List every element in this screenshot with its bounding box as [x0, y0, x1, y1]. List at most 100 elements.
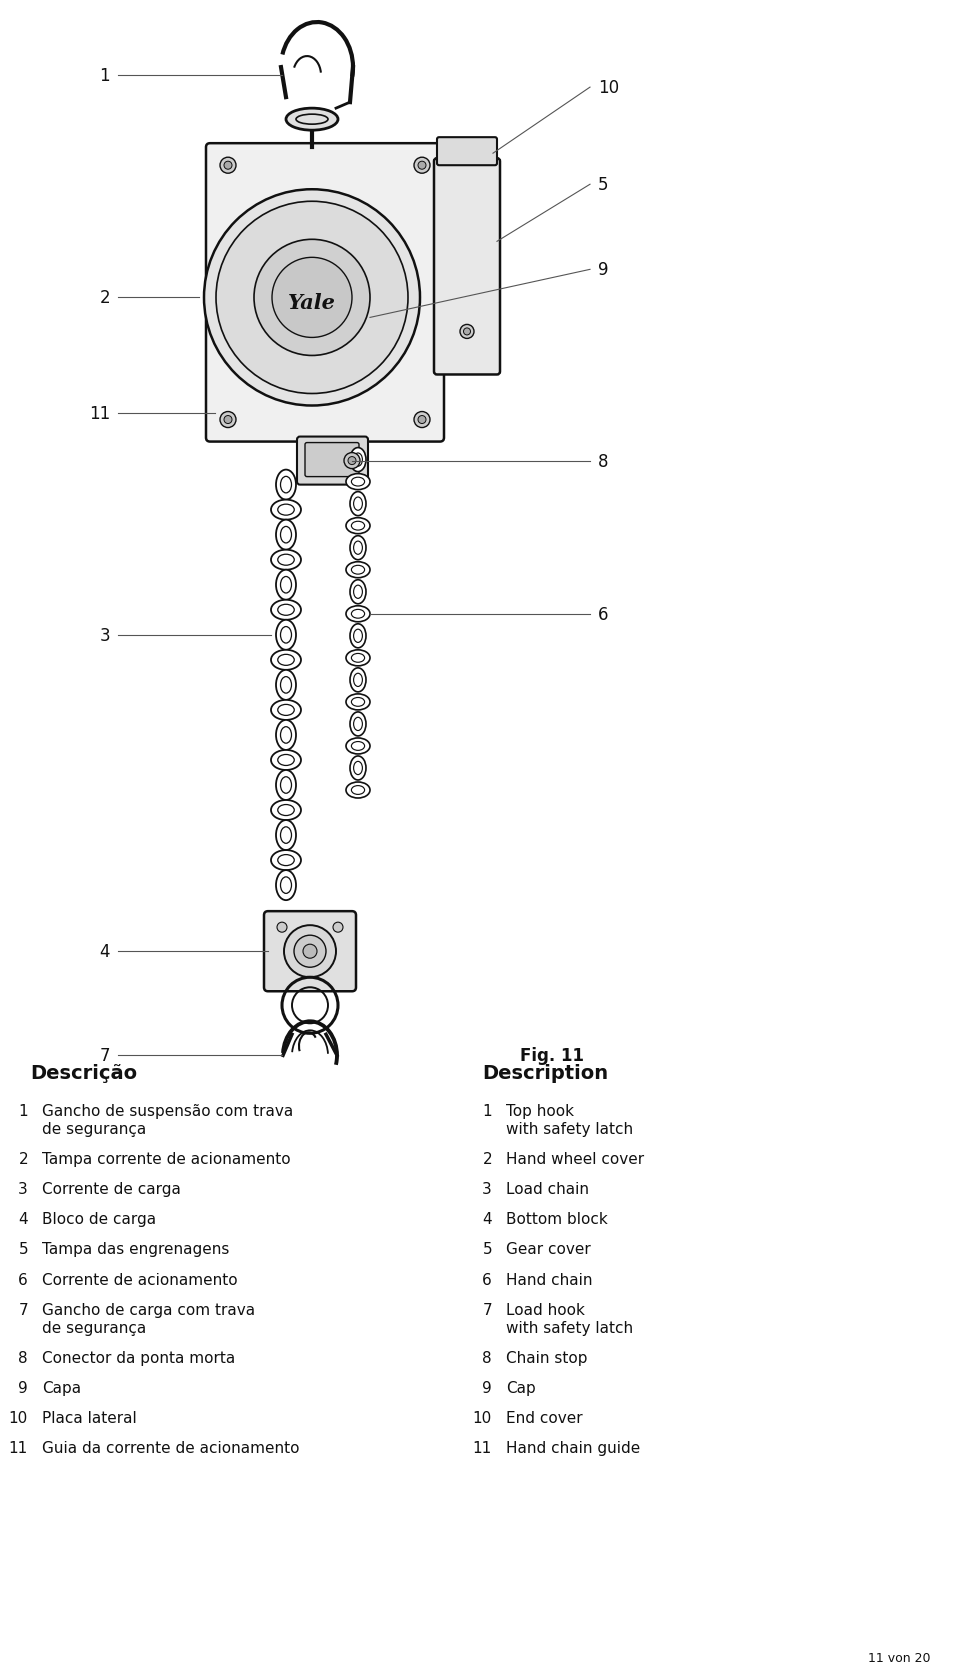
Text: 5: 5 — [598, 176, 609, 194]
Circle shape — [224, 162, 232, 171]
FancyBboxPatch shape — [305, 443, 359, 477]
Ellipse shape — [346, 562, 370, 579]
Ellipse shape — [271, 550, 301, 570]
Circle shape — [277, 922, 287, 932]
Text: Chain stop: Chain stop — [506, 1350, 588, 1365]
Text: 1: 1 — [482, 1104, 492, 1119]
Text: Conector da ponta morta: Conector da ponta morta — [42, 1350, 235, 1365]
Text: Fig. 11: Fig. 11 — [520, 1047, 584, 1064]
Text: 7: 7 — [18, 1302, 28, 1317]
Ellipse shape — [346, 519, 370, 534]
Circle shape — [348, 457, 356, 465]
Text: with safety latch: with safety latch — [506, 1121, 634, 1136]
Ellipse shape — [277, 805, 295, 816]
Circle shape — [220, 159, 236, 174]
Text: 6: 6 — [482, 1271, 492, 1287]
Circle shape — [303, 945, 317, 959]
Text: Bloco de carga: Bloco de carga — [42, 1211, 156, 1226]
Ellipse shape — [271, 850, 301, 870]
Text: 9: 9 — [482, 1380, 492, 1395]
Ellipse shape — [353, 586, 363, 599]
Ellipse shape — [280, 627, 292, 644]
Ellipse shape — [351, 478, 365, 487]
Ellipse shape — [346, 738, 370, 755]
Text: 11: 11 — [472, 1440, 492, 1456]
Text: Bottom block: Bottom block — [506, 1211, 608, 1226]
Ellipse shape — [351, 611, 365, 619]
Text: Placa lateral: Placa lateral — [42, 1410, 136, 1425]
Ellipse shape — [280, 828, 292, 843]
Ellipse shape — [353, 629, 363, 642]
Text: 3: 3 — [18, 1181, 28, 1196]
Text: 5: 5 — [482, 1241, 492, 1256]
FancyBboxPatch shape — [206, 144, 444, 442]
Circle shape — [414, 159, 430, 174]
Ellipse shape — [280, 527, 292, 544]
Ellipse shape — [276, 470, 296, 500]
Ellipse shape — [276, 820, 296, 850]
Circle shape — [418, 417, 426, 425]
Ellipse shape — [346, 606, 370, 622]
Ellipse shape — [353, 718, 363, 731]
FancyBboxPatch shape — [297, 437, 368, 485]
Text: 7: 7 — [482, 1302, 492, 1317]
Text: Capa: Capa — [42, 1380, 82, 1395]
Ellipse shape — [286, 109, 338, 130]
Text: Top hook: Top hook — [506, 1104, 574, 1119]
Ellipse shape — [276, 671, 296, 701]
Circle shape — [220, 412, 236, 428]
Text: 10: 10 — [598, 79, 619, 97]
Text: Description: Description — [482, 1064, 608, 1082]
Text: de segurança: de segurança — [42, 1121, 146, 1136]
Text: Hand wheel cover: Hand wheel cover — [506, 1151, 644, 1166]
Ellipse shape — [346, 694, 370, 711]
Ellipse shape — [296, 115, 328, 125]
Text: 5: 5 — [18, 1241, 28, 1256]
Text: Gear cover: Gear cover — [506, 1241, 590, 1256]
Ellipse shape — [277, 755, 295, 766]
Ellipse shape — [350, 448, 366, 472]
Ellipse shape — [276, 771, 296, 801]
Text: 11 von 20: 11 von 20 — [868, 1651, 930, 1665]
Text: Descrição: Descrição — [30, 1064, 137, 1082]
Ellipse shape — [353, 542, 363, 555]
Ellipse shape — [351, 786, 365, 795]
Text: 9: 9 — [598, 261, 609, 279]
Circle shape — [224, 417, 232, 425]
Text: 4: 4 — [18, 1211, 28, 1226]
Text: 10: 10 — [9, 1410, 28, 1425]
Text: 8: 8 — [598, 452, 609, 470]
Text: Corrente de carga: Corrente de carga — [42, 1181, 180, 1196]
Ellipse shape — [346, 783, 370, 798]
Ellipse shape — [346, 651, 370, 666]
Ellipse shape — [350, 492, 366, 517]
Ellipse shape — [280, 728, 292, 744]
Circle shape — [344, 453, 360, 470]
Ellipse shape — [351, 698, 365, 708]
Ellipse shape — [280, 877, 292, 893]
Ellipse shape — [280, 477, 292, 494]
Text: 2: 2 — [482, 1151, 492, 1166]
Ellipse shape — [353, 761, 363, 775]
Ellipse shape — [277, 654, 295, 666]
Circle shape — [333, 922, 343, 932]
Text: 2: 2 — [18, 1151, 28, 1166]
Ellipse shape — [277, 855, 295, 867]
Ellipse shape — [276, 870, 296, 900]
Ellipse shape — [277, 555, 295, 565]
Ellipse shape — [351, 743, 365, 751]
Ellipse shape — [277, 704, 295, 716]
Ellipse shape — [271, 500, 301, 520]
FancyBboxPatch shape — [434, 159, 500, 375]
Ellipse shape — [350, 624, 366, 649]
Ellipse shape — [276, 520, 296, 550]
Ellipse shape — [280, 678, 292, 694]
Text: with safety latch: with safety latch — [506, 1320, 634, 1335]
Ellipse shape — [351, 565, 365, 576]
Ellipse shape — [350, 713, 366, 736]
Text: 4: 4 — [100, 942, 110, 960]
Text: Load chain: Load chain — [506, 1181, 589, 1196]
Text: 11: 11 — [88, 405, 110, 422]
Text: 6: 6 — [598, 606, 609, 624]
Text: 3: 3 — [100, 626, 110, 644]
